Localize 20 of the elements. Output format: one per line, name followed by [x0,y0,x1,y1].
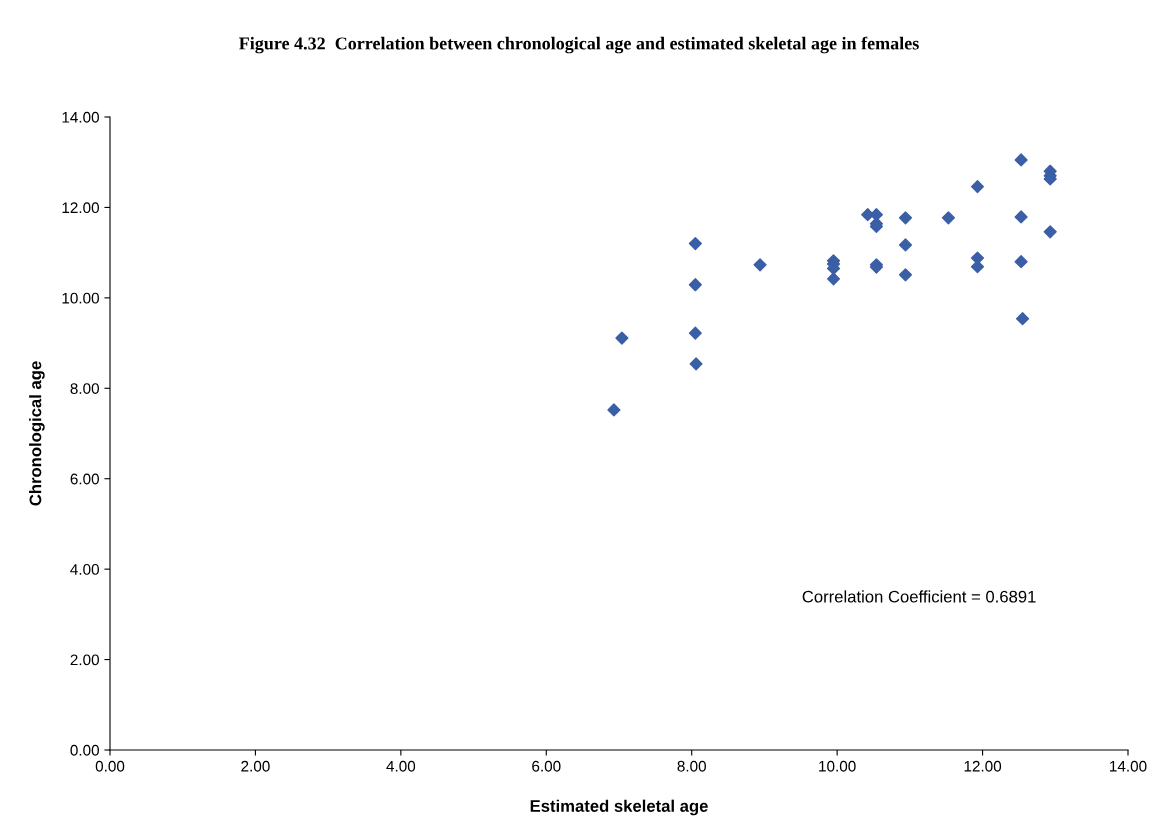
x-tick-label: 4.00 [386,760,416,772]
x-tick-label: 14.00 [1110,760,1147,772]
y-tick-label: 4.00 [70,564,99,575]
x-tick-label: 6.00 [532,760,561,772]
x-tick-label: 0.00 [95,760,125,772]
y-tick-label: 10.00 [62,292,99,304]
x-tick-label: 10.00 [819,760,856,772]
x-axis-title: Estimated skeletal age [530,799,708,816]
y-tick-label: 12.00 [62,202,99,214]
x-tick-label: 8.00 [677,760,706,772]
annotation: Correlation Coefficient = 0.6891 [802,590,1036,603]
x-tick-label: 12.00 [964,760,1002,772]
chart-title: Figure 4.32 Correlation between chronological age and estimated skeletal age in females [239,36,919,54]
y-tick-label: 0.00 [70,744,99,756]
y-tick-label: 2.00 [70,654,99,666]
y-tick-label: 8.00 [70,383,99,394]
x-tick-label: 2.00 [241,760,270,772]
y-tick-label: 6.00 [70,473,99,485]
y-axis-title: Chronological age [29,361,45,506]
y-tick-label: 14.00 [62,111,99,123]
